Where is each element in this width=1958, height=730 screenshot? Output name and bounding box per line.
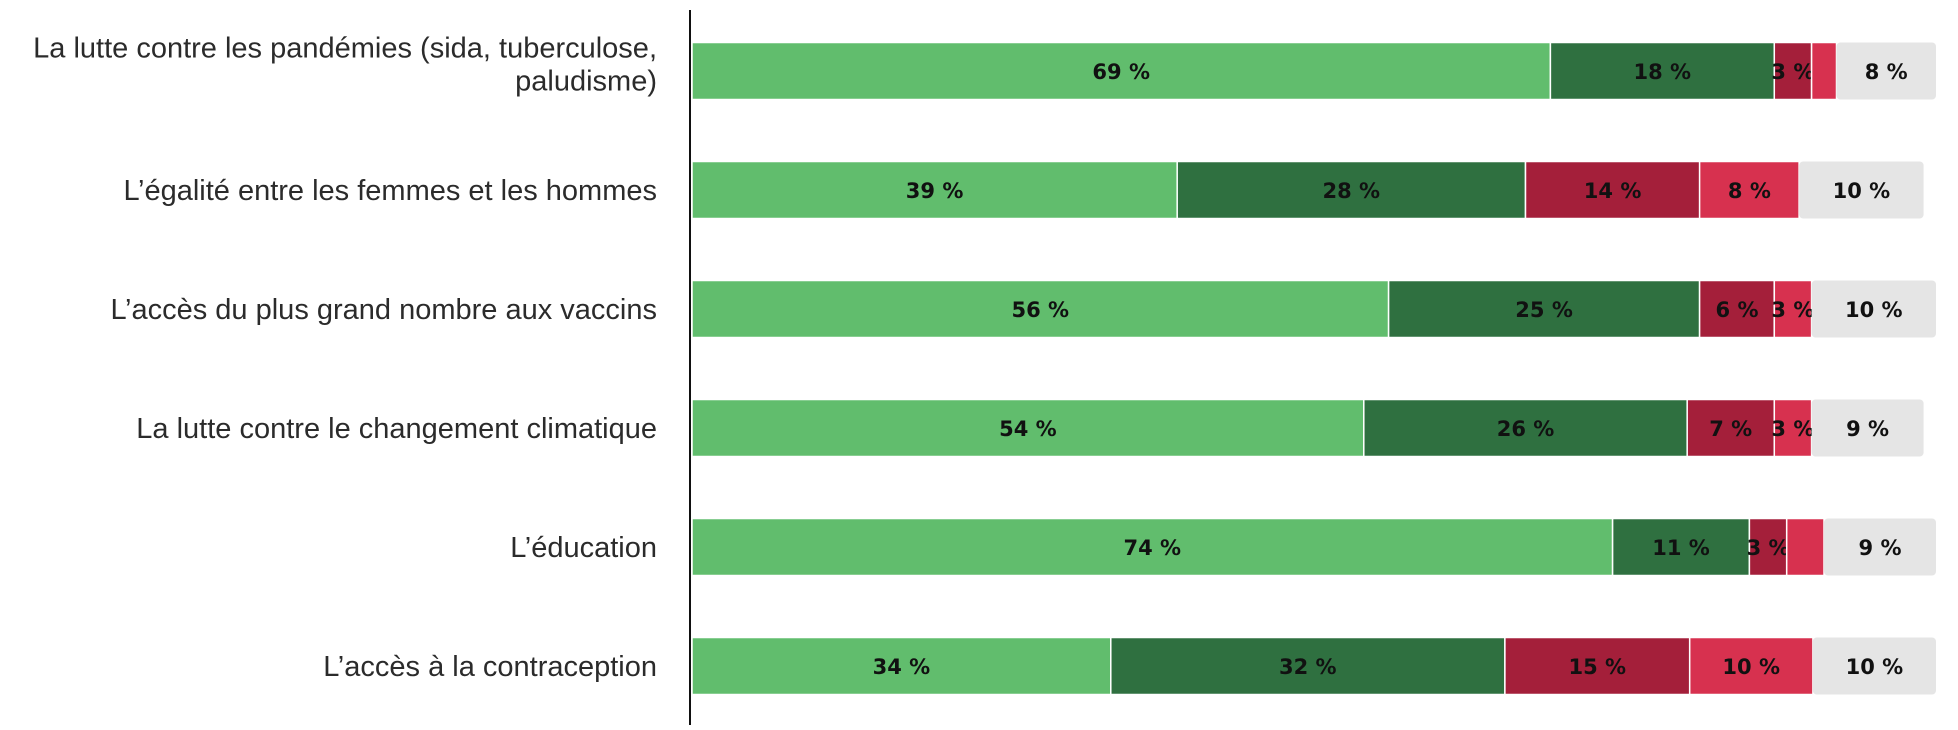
value-label: 8 % — [1865, 60, 1908, 84]
bar-segment — [1836, 42, 1936, 100]
value-label: 56 % — [1012, 298, 1070, 322]
value-label: 9 % — [1859, 536, 1902, 560]
category-label: L’égalité entre les femmes et les hommes — [123, 175, 657, 207]
bar-segment — [1524, 160, 1701, 220]
value-label: 8 % — [1728, 179, 1771, 203]
bar-segment — [691, 517, 1614, 577]
bar-segment — [1811, 399, 1924, 457]
category-label: L’éducation — [510, 532, 657, 564]
bars-layer: 69 % 18 % 3 % 8 % 39 % 28 % 14 % 8 % 10 % 56 % 25 … — [691, 41, 1936, 696]
value-label: 18 % — [1634, 60, 1692, 84]
value-label: 7 % — [1709, 417, 1752, 441]
bar-segment — [1773, 398, 1813, 458]
value-label: 28 % — [1323, 179, 1381, 203]
bar-segment — [1698, 160, 1800, 220]
bar-segment — [1363, 398, 1688, 458]
bar-segment — [1611, 517, 1751, 577]
bar-segment — [1748, 517, 1788, 577]
category-label: L’accès du plus grand nombre aux vaccins — [111, 294, 657, 326]
bar-segment — [1785, 517, 1825, 577]
value-label: 39 % — [906, 179, 964, 203]
bar-segment — [691, 636, 1112, 696]
bar-segment — [1810, 41, 1838, 101]
category-label: La lutte contre le changement climatique — [136, 413, 657, 445]
value-label: 3 % — [1771, 60, 1814, 84]
bar-segment — [1387, 279, 1701, 339]
value-label: 74 % — [1124, 536, 1182, 560]
bar-segment — [1773, 279, 1813, 339]
bar-segment — [1824, 518, 1936, 576]
value-label: 32 % — [1279, 655, 1337, 679]
value-label: 69 % — [1092, 60, 1150, 84]
value-label: 54 % — [999, 417, 1057, 441]
bar-segment — [1549, 41, 1776, 101]
value-label: 6 % — [1716, 298, 1759, 322]
value-label: 11 % — [1652, 536, 1710, 560]
bar-segment — [1799, 161, 1924, 219]
bar-segment — [691, 279, 1390, 339]
value-label: 10 % — [1846, 655, 1904, 679]
value-label: 26 % — [1497, 417, 1555, 441]
value-label: 10 % — [1722, 655, 1780, 679]
bar-segment — [1773, 41, 1813, 101]
category-labels: La lutte contre les pandémies (sida, tub… — [33, 33, 657, 684]
bar-segment — [1811, 280, 1936, 338]
category-label: La lutte contre les pandémies (sida, tub… — [33, 33, 657, 65]
bar-segment — [1812, 637, 1936, 695]
value-label: 34 % — [873, 655, 931, 679]
value-label: 3 % — [1771, 417, 1814, 441]
bar-segment — [1504, 636, 1691, 696]
value-label: 10 % — [1845, 298, 1903, 322]
value-label: 14 % — [1584, 179, 1642, 203]
category-label: L’accès à la contraception — [323, 651, 657, 683]
value-label: 3 % — [1771, 298, 1814, 322]
bar-segment — [1110, 636, 1506, 696]
category-label: paludisme) — [515, 66, 657, 98]
bar-segment — [691, 41, 1552, 101]
value-label: 9 % — [1846, 417, 1889, 441]
value-label: 25 % — [1515, 298, 1573, 322]
value-label: 15 % — [1569, 655, 1627, 679]
value-label: 10 % — [1833, 179, 1891, 203]
value-label: 3 % — [1747, 536, 1790, 560]
bar-segment — [1176, 160, 1527, 220]
